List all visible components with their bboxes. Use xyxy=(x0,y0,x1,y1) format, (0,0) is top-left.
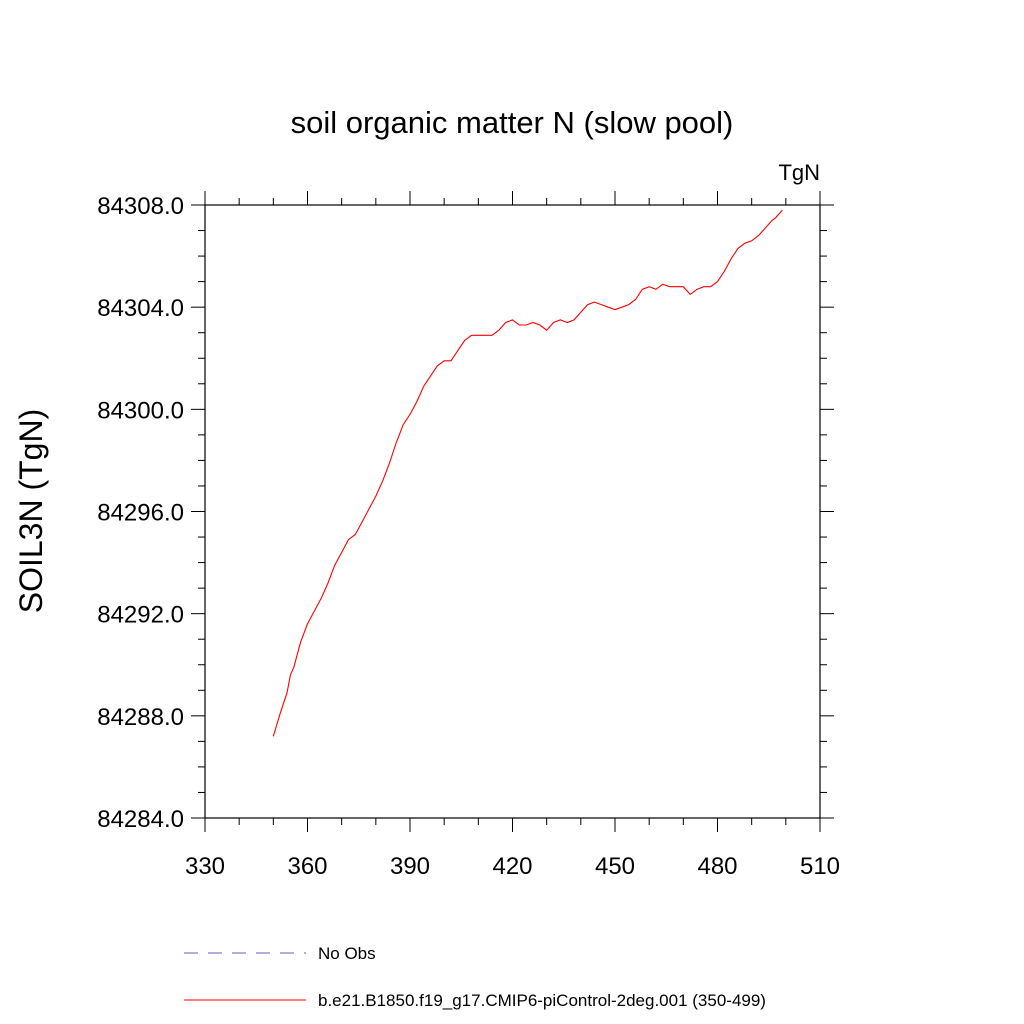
y-axis-label: SOIL3N (TgN) xyxy=(13,409,49,613)
y-tick-label: 84308.0 xyxy=(97,193,184,220)
x-tick-label: 450 xyxy=(595,853,635,880)
legend-label: b.e21.B1850.f19_g17.CMIP6-piControl-2deg… xyxy=(318,991,766,1010)
plot-frame xyxy=(204,204,821,819)
series-line-1 xyxy=(272,209,783,737)
chart-title: soil organic matter N (slow pool) xyxy=(291,105,734,140)
y-tick-label: 84304.0 xyxy=(97,295,184,322)
tick-labels: 330 360 390 420 450 480 510 84284.0 84288.0 84292… xyxy=(97,193,840,880)
x-tick-label: 420 xyxy=(492,853,532,880)
x-tick-label: 510 xyxy=(800,853,840,880)
x-tick-label: 360 xyxy=(287,853,327,880)
x-tick-label: 480 xyxy=(697,853,737,880)
x-tick-label: 330 xyxy=(185,853,225,880)
units-label: TgN xyxy=(778,160,820,185)
y-tick-label: 84300.0 xyxy=(97,397,184,424)
legend-label: No Obs xyxy=(318,944,376,963)
legend: No Obs b.e21.B1850.f19_g17.CMIP6-piContro… xyxy=(184,944,766,1010)
x-tick-label: 390 xyxy=(390,853,430,880)
y-tick-label: 84288.0 xyxy=(97,704,184,731)
axis-ticks xyxy=(191,191,834,832)
series-lines xyxy=(272,209,783,737)
y-tick-label: 84296.0 xyxy=(97,500,184,527)
y-tick-label: 84292.0 xyxy=(97,602,184,629)
y-tick-label: 84284.0 xyxy=(97,806,184,833)
